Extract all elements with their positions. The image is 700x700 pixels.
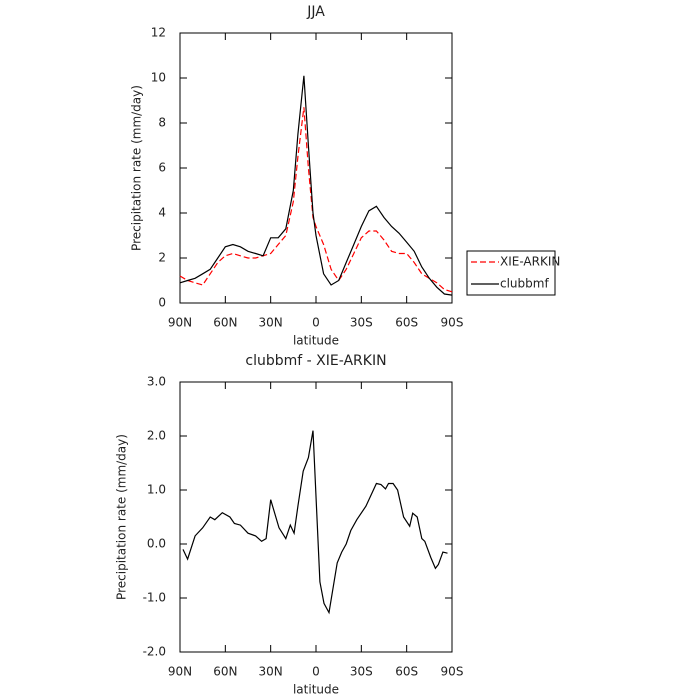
x-tick-label: 90S: [441, 665, 464, 679]
x-tick-label: 60N: [213, 665, 237, 679]
y-tick-label: 2: [158, 251, 166, 265]
x-tick-label: 90S: [441, 316, 464, 330]
series-line: [179, 75, 453, 296]
series-line: [179, 107, 453, 293]
y-axis-label: Precipitation rate (mm/day): [115, 434, 129, 600]
y-tick-label: 10: [151, 71, 166, 85]
x-tick-label: 30S: [350, 665, 373, 679]
x-tick-label: 30N: [259, 665, 283, 679]
x-tick-label: 60S: [395, 665, 418, 679]
y-tick-label: 0: [158, 296, 166, 310]
chart-title: JJA: [306, 4, 325, 20]
y-tick-label: 0.0: [147, 537, 166, 551]
x-tick-label: 0: [312, 316, 320, 330]
y-tick-label: 12: [151, 26, 166, 40]
x-tick-label: 90N: [168, 665, 192, 679]
x-axis-label: latitude: [293, 683, 339, 697]
y-tick-label: 1.0: [147, 483, 166, 497]
y-tick-label: 8: [158, 116, 166, 130]
difference-line: [182, 430, 448, 615]
y-tick-label: -2.0: [143, 645, 166, 659]
y-tick-label: 3.0: [147, 375, 166, 389]
x-tick-label: 60N: [213, 316, 237, 330]
y-axis-label: Precipitation rate (mm/day): [130, 85, 144, 251]
legend-label: clubbmf: [500, 277, 549, 291]
x-tick-label: 90N: [168, 316, 192, 330]
y-tick-label: 2.0: [147, 429, 166, 443]
legend-box: [466, 250, 556, 296]
legend-label: XIE-ARKIN: [500, 255, 560, 269]
x-tick-label: 60S: [395, 316, 418, 330]
y-tick-label: 6: [158, 161, 166, 175]
y-tick-label: -1.0: [143, 591, 166, 605]
x-tick-label: 0: [312, 665, 320, 679]
x-tick-label: 30S: [350, 316, 373, 330]
y-tick-label: 4: [158, 206, 166, 220]
plot-frame: [179, 381, 453, 653]
plot-frame: [179, 32, 453, 304]
x-axis-label: latitude: [293, 334, 339, 348]
chart-title: clubbmf - XIE-ARKIN: [245, 353, 386, 369]
x-tick-label: 30N: [259, 316, 283, 330]
